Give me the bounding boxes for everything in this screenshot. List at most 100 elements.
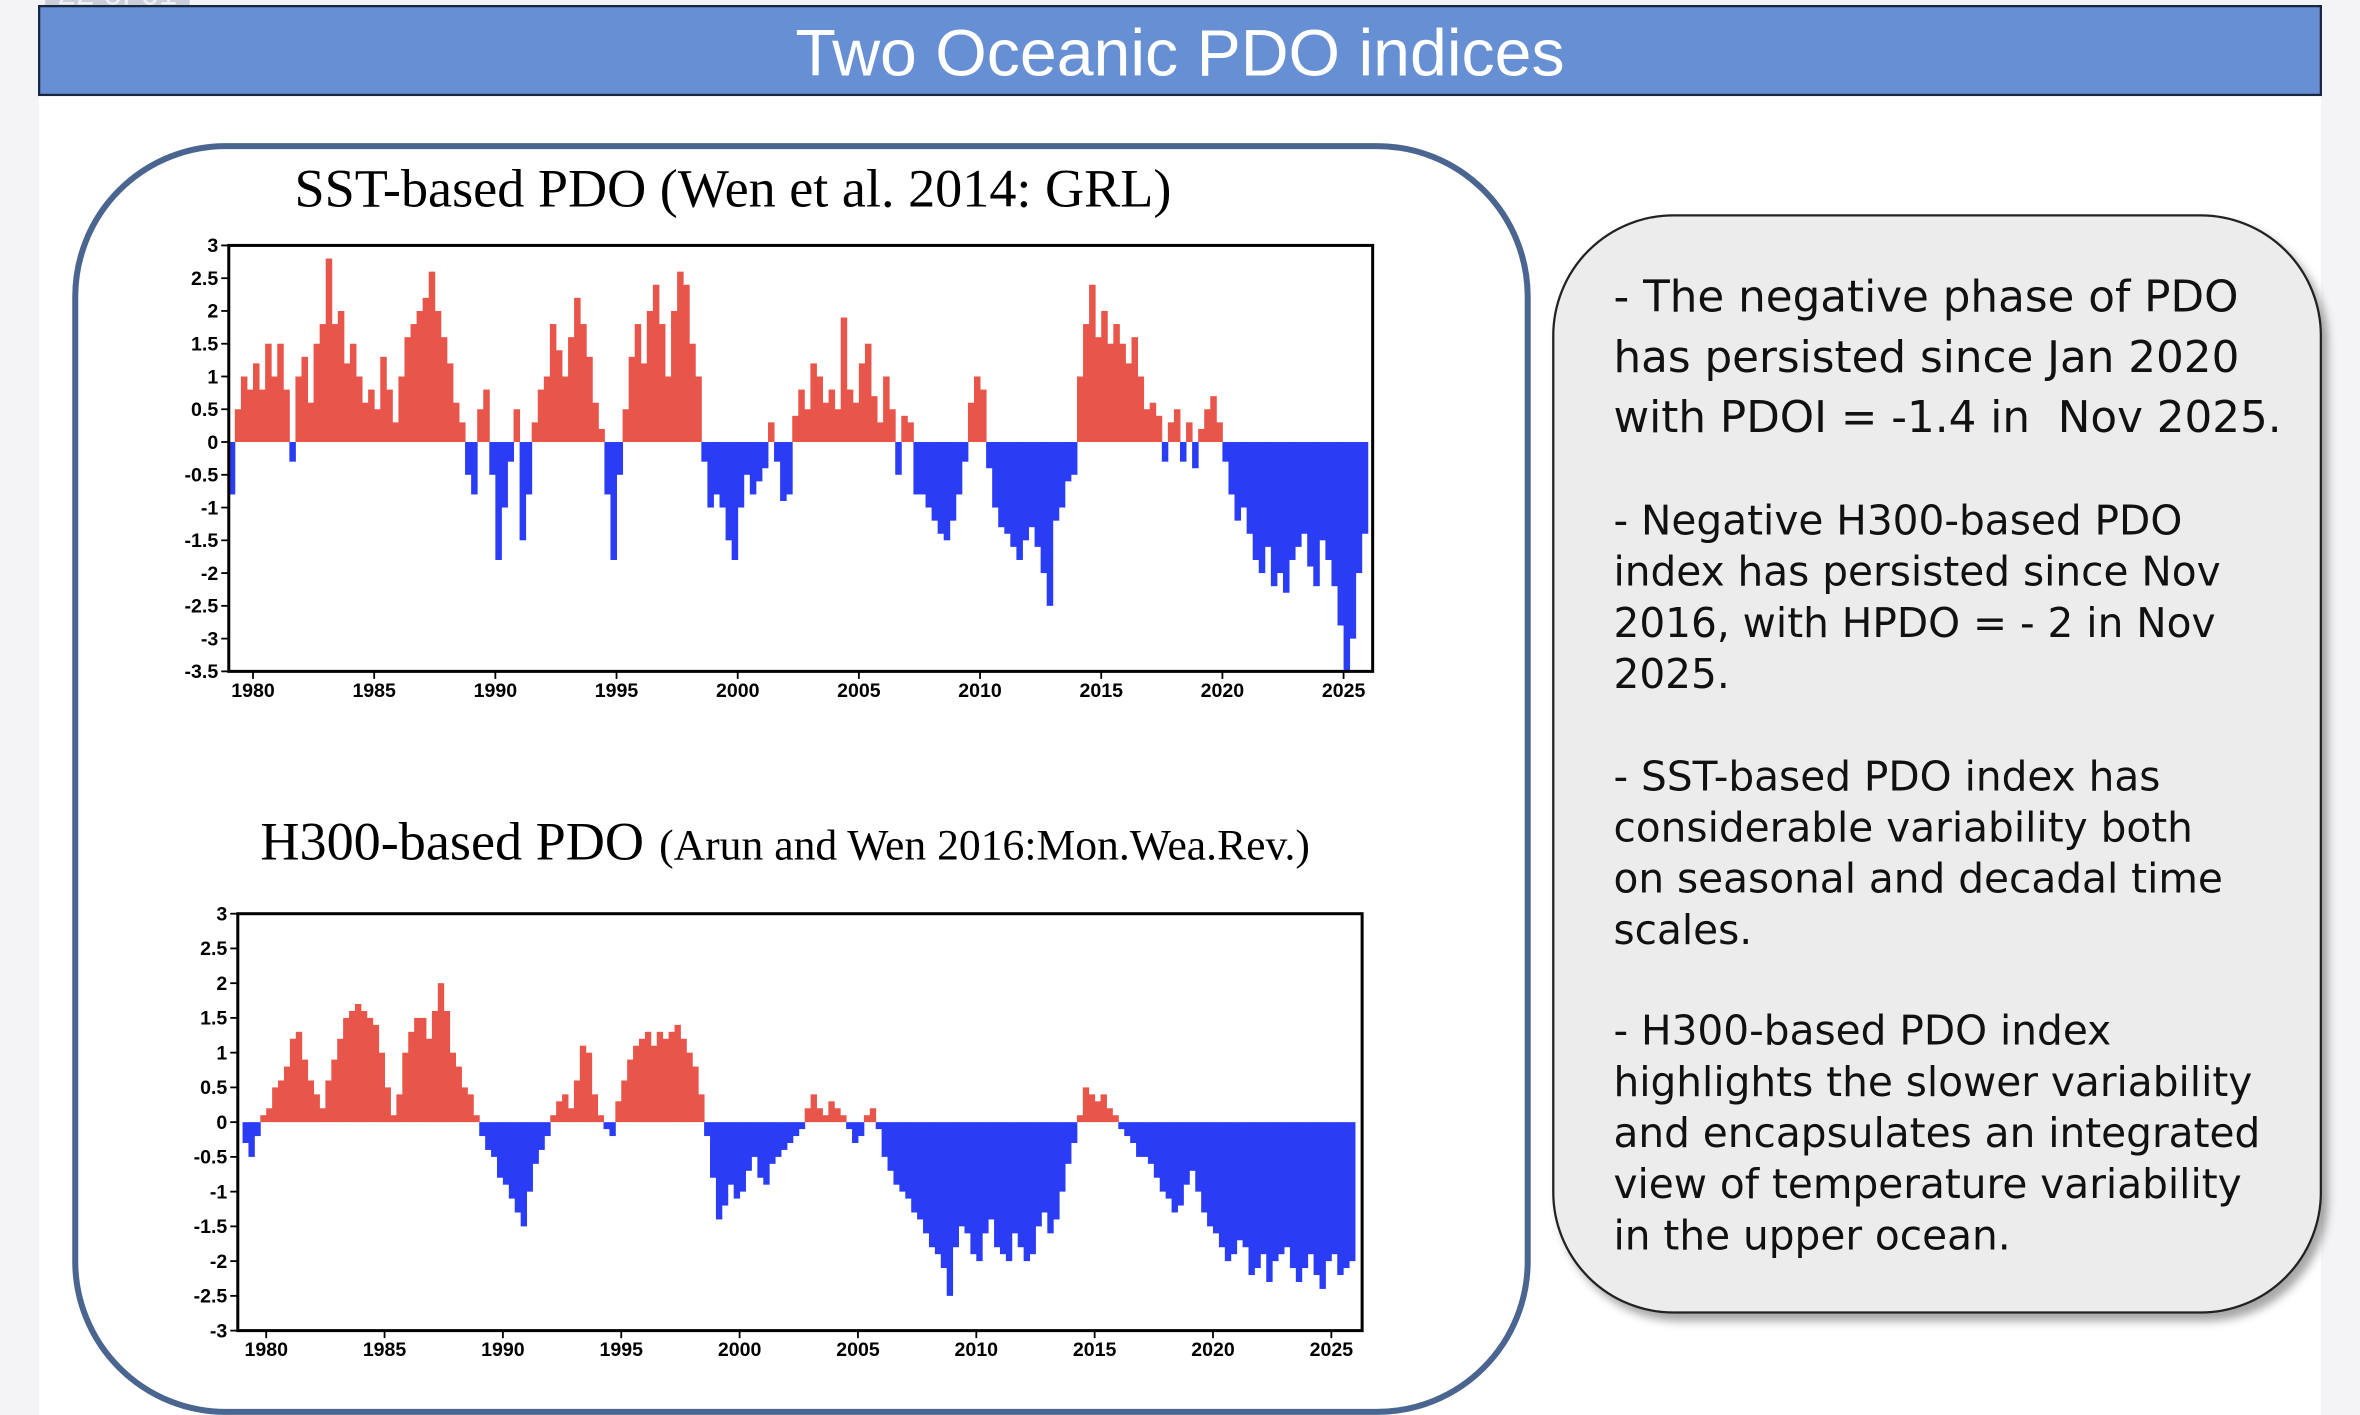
bar (319, 1108, 326, 1123)
note-line: has persisted since Jan 2020 (1613, 332, 2239, 383)
bar (248, 1122, 255, 1157)
note-line: - The negative phase of PDO (1613, 272, 2238, 323)
bar (378, 1052, 386, 1123)
bar (1361, 442, 1369, 534)
note-line: view of temperature variability (1613, 1160, 2241, 1208)
bar (1204, 409, 1211, 443)
bar (471, 442, 478, 495)
bar (556, 1101, 563, 1123)
bar (1192, 442, 1199, 469)
note-line: 2025. (1613, 650, 1729, 698)
bar (639, 1038, 646, 1123)
bar (907, 422, 914, 443)
bar (982, 1122, 989, 1234)
x-tick-label: 2025 (1322, 680, 1366, 702)
bar (446, 363, 454, 443)
bar (689, 343, 696, 443)
bar (1186, 422, 1193, 443)
bar (414, 1017, 421, 1123)
bar (986, 442, 993, 469)
bar (354, 1004, 362, 1123)
bar (585, 1052, 593, 1123)
bar (988, 1122, 995, 1220)
bar (940, 1122, 948, 1269)
bar (356, 376, 363, 443)
bar (1106, 1108, 1113, 1123)
bar (1022, 442, 1029, 541)
x-tick-label: 1990 (474, 680, 518, 702)
bar (816, 1108, 823, 1123)
bar (887, 1122, 894, 1171)
bar (343, 363, 351, 443)
bar (301, 1059, 309, 1123)
bar (408, 1031, 415, 1123)
y-tick-label: -2 (210, 1251, 228, 1273)
bar (349, 343, 357, 443)
bar (1216, 422, 1223, 443)
chart-title: SST-based PDO (Wen et al. 2014: GRL) (295, 158, 1172, 218)
bar (911, 1122, 918, 1213)
bar (834, 409, 842, 443)
x-tick-label: 2015 (1079, 680, 1123, 702)
bar (337, 310, 345, 443)
bar (1040, 442, 1048, 574)
x-tick-label: 2005 (837, 680, 881, 702)
bar (917, 1122, 924, 1220)
bar (834, 1108, 841, 1123)
bar (325, 258, 333, 443)
bar (1189, 1122, 1196, 1171)
bar (707, 442, 714, 508)
bar (674, 1024, 681, 1123)
bar (477, 409, 484, 443)
bar (671, 310, 678, 443)
bar (1210, 396, 1217, 443)
bar (719, 442, 727, 508)
bar (704, 1122, 711, 1137)
bar (1165, 1122, 1173, 1199)
bar (1147, 1122, 1155, 1164)
bar (246, 389, 254, 443)
bar (1016, 442, 1023, 560)
bar (1004, 442, 1011, 534)
bar (958, 1122, 965, 1227)
plot-frame (227, 243, 1375, 673)
bar (633, 1045, 640, 1123)
notes: - The negative phase of PDO has persisted… (1613, 272, 2281, 1260)
bar (662, 1038, 670, 1123)
bar (278, 1080, 285, 1123)
bar (1083, 324, 1090, 443)
bar (889, 409, 896, 443)
bar (875, 1122, 883, 1130)
bar (737, 442, 745, 508)
bar (846, 1122, 853, 1130)
bar (597, 1115, 604, 1123)
bar (1295, 1122, 1303, 1282)
bar (1207, 1122, 1214, 1227)
bar (1313, 1122, 1320, 1276)
bar (899, 1122, 906, 1192)
bar (549, 324, 557, 443)
y-tick-label: -3.5 (185, 661, 219, 683)
x-tick-label: 1980 (231, 680, 275, 702)
bar (489, 442, 496, 475)
bar (1046, 442, 1054, 606)
bar (692, 1066, 699, 1123)
bar (502, 1122, 510, 1185)
bar (946, 1122, 954, 1296)
bar (374, 409, 381, 443)
bar (467, 1094, 474, 1123)
bar (980, 389, 987, 443)
bar (949, 442, 957, 521)
bar (1343, 1122, 1350, 1269)
bar (621, 1080, 628, 1123)
bar (586, 356, 593, 443)
bar (568, 337, 575, 443)
bar (390, 1115, 397, 1123)
bar (934, 1122, 942, 1255)
bar (745, 1122, 752, 1171)
bar (1343, 442, 1351, 672)
bar (757, 1122, 764, 1178)
note-line: with PDOI = -1.4 in Nov 2025. (1613, 392, 2281, 443)
x-tick-label: 1985 (352, 680, 396, 702)
bar (710, 1122, 717, 1178)
